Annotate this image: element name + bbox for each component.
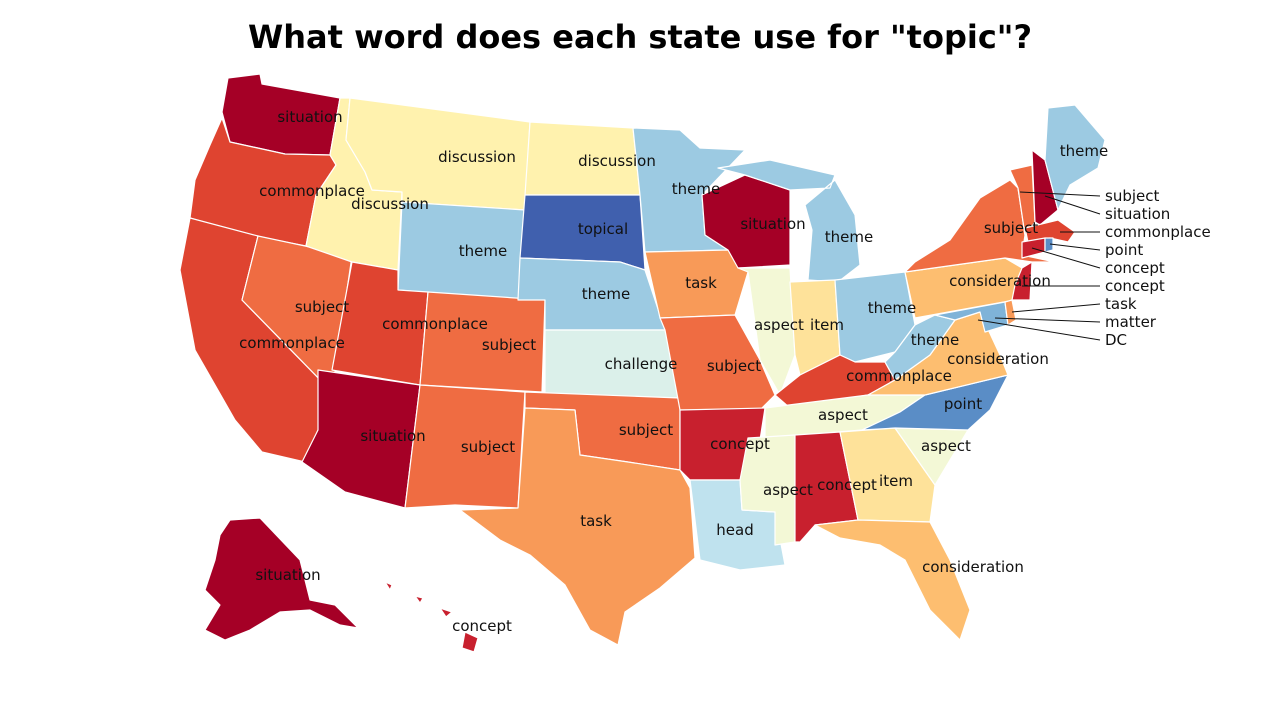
- state-nj: [1011, 261, 1033, 301]
- label-sd: topical: [578, 220, 628, 238]
- state-fl: [814, 519, 971, 641]
- label-wa: situation: [277, 108, 342, 126]
- label-ok: subject: [619, 421, 673, 439]
- label-va: consideration: [947, 350, 1049, 368]
- state-mi: [717, 159, 861, 283]
- label-ks: challenge: [605, 355, 678, 373]
- leader-ri: [1049, 243, 1101, 251]
- state-me: [1044, 104, 1106, 211]
- state-nc: [861, 374, 1009, 431]
- callout-md: matter: [1105, 313, 1157, 331]
- label-la: head: [716, 521, 753, 539]
- label-me: theme: [1060, 142, 1108, 160]
- state-nh: [1031, 149, 1059, 226]
- callout-de: task: [1105, 295, 1137, 313]
- leader-vt: [1019, 191, 1101, 197]
- state-co: [419, 291, 546, 393]
- state-mo: [659, 314, 776, 411]
- state-ri: [1044, 237, 1054, 253]
- label-tn: aspect: [818, 406, 868, 424]
- callout-nh: situation: [1105, 205, 1170, 223]
- callout-ri: point: [1105, 241, 1143, 259]
- label-pa: consideration: [949, 272, 1051, 290]
- label-or: commonplace: [259, 182, 365, 200]
- state-ia: [644, 249, 749, 319]
- label-il: aspect: [754, 316, 804, 334]
- label-ga: item: [879, 472, 913, 490]
- label-mt: discussion: [438, 148, 516, 166]
- label-nd: discussion: [578, 152, 656, 170]
- state-labels: situationcommonplacediscussiondiscussion…: [239, 108, 1108, 635]
- label-mn: theme: [672, 180, 720, 198]
- label-oh: theme: [868, 299, 916, 317]
- label-al: concept: [817, 476, 877, 494]
- callout-vt: subject: [1105, 187, 1159, 205]
- label-mi: theme: [825, 228, 873, 246]
- label-ny: subject: [984, 219, 1038, 237]
- label-wi: situation: [740, 215, 805, 233]
- label-nv: subject: [295, 298, 349, 316]
- label-wy: theme: [459, 242, 507, 260]
- callout-ma: commonplace: [1105, 223, 1211, 241]
- callout-labels: subject situation commonplace point conc…: [1105, 187, 1211, 349]
- label-nm: subject: [461, 438, 515, 456]
- label-sc: aspect: [921, 437, 971, 455]
- label-hi: concept: [452, 617, 512, 635]
- label-fl: consideration: [922, 558, 1024, 576]
- label-wv: theme: [911, 331, 959, 349]
- callout-ct: concept: [1105, 259, 1165, 277]
- leader-nh: [1044, 195, 1101, 215]
- state-hi: [384, 581, 479, 653]
- leader-de: [1011, 303, 1101, 313]
- label-ca: commonplace: [239, 334, 345, 352]
- callout-leaders: [977, 191, 1101, 341]
- label-ar: concept: [710, 435, 770, 453]
- label-ak: situation: [255, 566, 320, 584]
- label-mo: subject: [707, 357, 761, 375]
- label-id: discussion: [351, 195, 429, 213]
- map-title: What word does each state use for "topic…: [247, 18, 1033, 56]
- leader-md: [994, 317, 1101, 323]
- label-co: subject: [482, 336, 536, 354]
- callout-dc: DC: [1105, 331, 1127, 349]
- label-ms: aspect: [763, 481, 813, 499]
- label-ia: task: [685, 274, 717, 292]
- label-nc: point: [944, 395, 982, 413]
- state-tx: [459, 407, 696, 646]
- leader-dc: [977, 319, 1101, 341]
- label-az: situation: [360, 427, 425, 445]
- label-ky: commonplace: [846, 367, 952, 385]
- state-ak: [204, 517, 359, 641]
- label-in: item: [810, 316, 844, 334]
- leader-ct: [1031, 247, 1101, 269]
- label-ut: commonplace: [382, 315, 488, 333]
- label-tx: task: [580, 512, 612, 530]
- callout-nj: concept: [1105, 277, 1165, 295]
- label-ne: theme: [582, 285, 630, 303]
- state-nm: [404, 384, 526, 509]
